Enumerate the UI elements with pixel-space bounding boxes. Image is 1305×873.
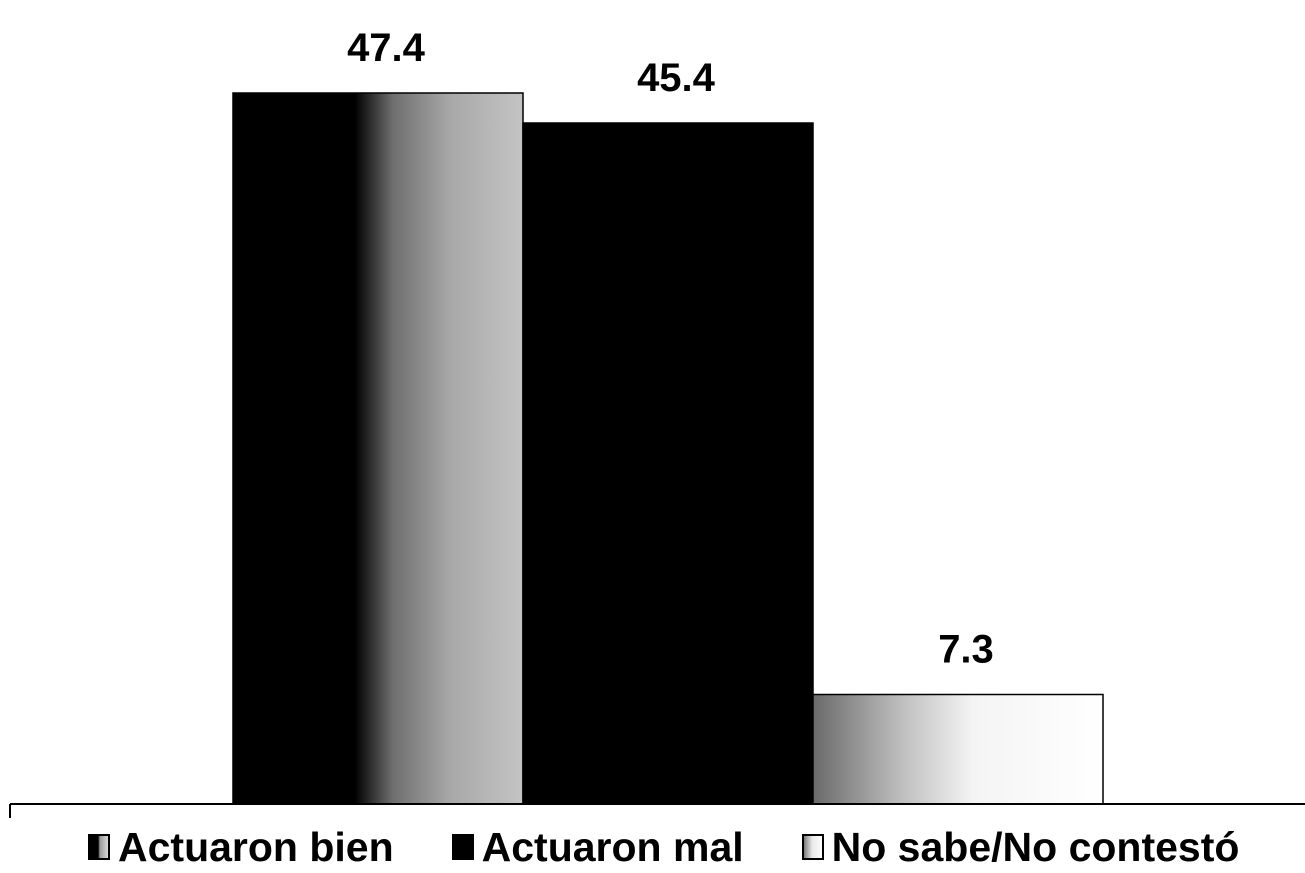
chart-legend: Actuaron bien Actuaron mal No sabe/No co… bbox=[88, 822, 1239, 872]
legend-item-actuaron-mal: Actuaron mal bbox=[451, 823, 744, 871]
legend-item-actuaron-bien: Actuaron bien bbox=[88, 824, 394, 871]
bar-actuaron-mal bbox=[522, 122, 814, 805]
value-label-actuaron-bien: 47.4 bbox=[347, 26, 426, 70]
bar-no-sabe bbox=[812, 693, 1104, 805]
legend-swatch-no-sabe bbox=[801, 834, 824, 860]
legend-label-no-sabe: No sabe/No contestó bbox=[831, 823, 1240, 870]
value-label-actuaron-mal: 45.4 bbox=[637, 56, 716, 100]
legend-swatch-actuaron-bien bbox=[88, 834, 110, 860]
value-label-no-sabe: 7.3 bbox=[938, 628, 994, 672]
legend-item-no-sabe: No sabe/No contestó bbox=[801, 823, 1240, 871]
legend-label-actuaron-bien: Actuaron bien bbox=[118, 823, 394, 870]
legend-label-actuaron-mal: Actuaron mal bbox=[481, 823, 744, 870]
bar-actuaron-bien bbox=[232, 92, 524, 805]
legend-swatch-actuaron-mal bbox=[451, 834, 474, 860]
